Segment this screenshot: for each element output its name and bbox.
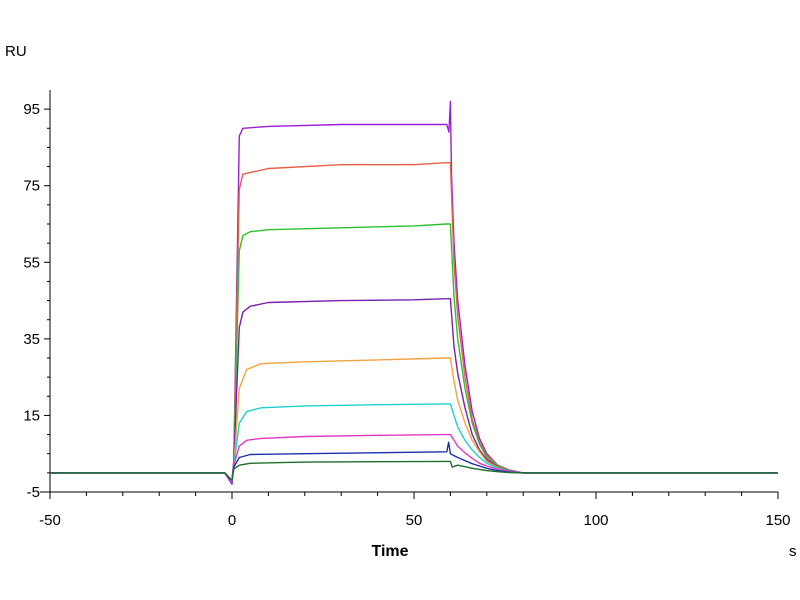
series-line-2 bbox=[50, 162, 778, 482]
y-axis-label: RU bbox=[5, 43, 27, 60]
y-tick-label: 55 bbox=[23, 254, 40, 271]
x-tick-label: 0 bbox=[228, 512, 236, 529]
series-line-4 bbox=[50, 298, 778, 482]
x-axis-label: Time bbox=[371, 543, 408, 560]
series-line-3 bbox=[50, 223, 778, 482]
series-line-7 bbox=[50, 433, 778, 482]
y-tick-label: 35 bbox=[23, 331, 40, 348]
x-tick-label: 50 bbox=[406, 512, 423, 529]
y-tick-label: 75 bbox=[23, 178, 40, 195]
y-tick-label: 15 bbox=[23, 407, 40, 424]
x-tick-label: 150 bbox=[765, 512, 790, 529]
series-line-1 bbox=[50, 100, 778, 485]
x-tick-label: -50 bbox=[39, 512, 61, 529]
x-tick-label: 100 bbox=[583, 512, 608, 529]
series-line-9 bbox=[50, 460, 778, 482]
y-tick-label: -5 bbox=[27, 484, 40, 501]
x-axis-unit: s bbox=[789, 543, 797, 560]
x-axis-ticks: -50 0 50 100 150 bbox=[39, 492, 791, 529]
y-tick-label: 95 bbox=[23, 101, 40, 118]
series-line-6 bbox=[50, 403, 778, 482]
y-axis-ticks: -5 15 35 55 75 95 bbox=[23, 101, 50, 501]
series-lines bbox=[50, 100, 778, 485]
